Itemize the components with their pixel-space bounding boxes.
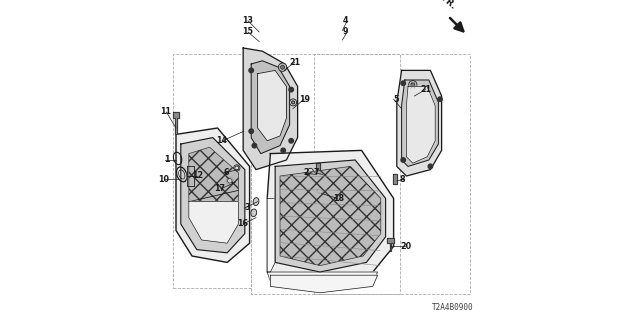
Polygon shape [280,166,381,266]
Text: 10: 10 [159,175,170,184]
Circle shape [278,63,287,71]
Circle shape [228,179,232,183]
Text: 9: 9 [342,28,348,36]
Circle shape [409,81,417,89]
Ellipse shape [253,198,259,205]
Polygon shape [251,61,290,154]
Polygon shape [243,48,298,170]
Text: 19: 19 [300,95,310,104]
Text: 8: 8 [400,175,406,184]
Circle shape [317,188,323,193]
Polygon shape [402,80,438,166]
Text: 17: 17 [214,184,226,193]
Circle shape [307,168,314,174]
Polygon shape [387,238,394,251]
Text: 1: 1 [164,156,170,164]
Text: 5: 5 [393,95,398,104]
Polygon shape [181,138,245,253]
Text: 15: 15 [242,28,253,36]
Text: FR.: FR. [438,0,457,12]
Text: 12: 12 [192,172,203,180]
Circle shape [289,139,293,143]
Text: 20: 20 [400,242,411,251]
Circle shape [280,65,285,69]
Circle shape [401,158,406,162]
Polygon shape [268,150,394,282]
Circle shape [292,101,295,104]
Text: 6: 6 [223,168,229,177]
Circle shape [281,148,285,153]
Circle shape [234,165,240,171]
Ellipse shape [251,209,257,217]
Polygon shape [275,160,385,272]
Text: T2A4B0900: T2A4B0900 [432,303,474,312]
Text: 2: 2 [303,168,309,177]
Polygon shape [268,272,378,291]
Polygon shape [187,166,193,186]
Polygon shape [173,112,179,134]
Circle shape [411,83,415,87]
Text: 7: 7 [314,168,319,177]
Polygon shape [393,174,397,184]
Circle shape [438,97,442,101]
Polygon shape [270,275,378,293]
Text: 3: 3 [244,204,250,212]
Text: 11: 11 [160,108,172,116]
Circle shape [249,68,253,73]
Polygon shape [189,147,239,243]
Polygon shape [397,70,442,176]
Text: 14: 14 [216,136,227,145]
Text: 4: 4 [342,16,348,25]
Circle shape [235,166,239,170]
Text: 21: 21 [421,85,432,94]
Polygon shape [258,70,287,141]
Polygon shape [406,86,435,163]
Polygon shape [189,202,239,243]
Circle shape [290,99,297,106]
Circle shape [401,81,406,85]
Circle shape [252,143,257,148]
Polygon shape [316,163,320,173]
Text: 16: 16 [237,220,248,228]
Polygon shape [176,128,250,262]
Circle shape [289,87,293,92]
Text: 18: 18 [333,194,344,203]
Circle shape [428,164,433,169]
Text: 13: 13 [242,16,253,25]
Text: 21: 21 [290,58,301,67]
Polygon shape [268,198,275,272]
Circle shape [249,129,253,133]
